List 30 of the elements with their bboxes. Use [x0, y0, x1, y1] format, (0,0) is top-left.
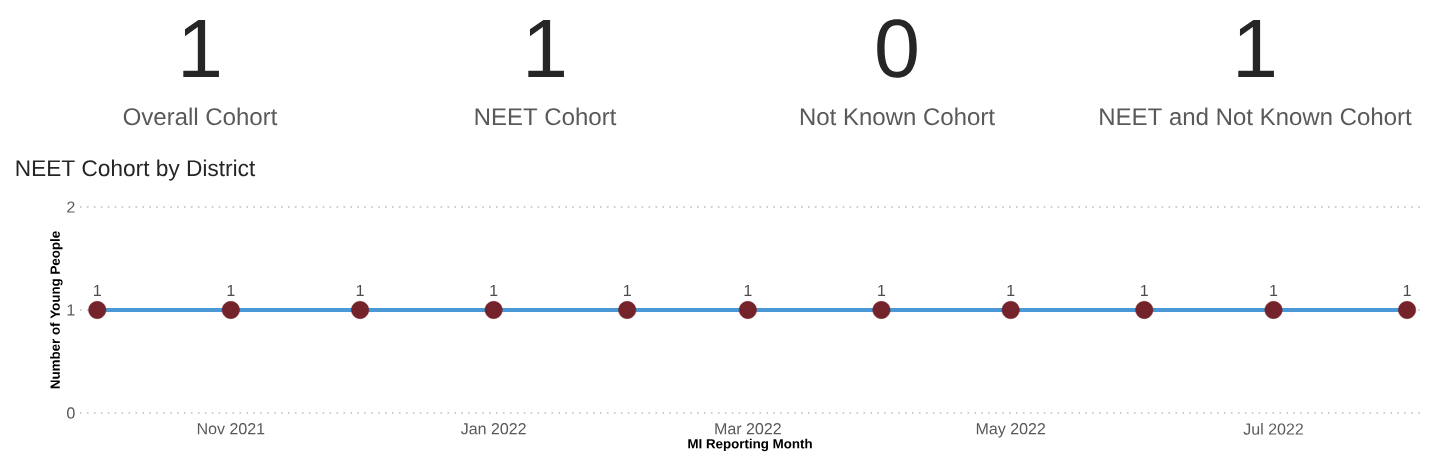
data-label: 1: [183, 20, 219, 77]
chart-title: NEET Cohort by District: [16, 159, 256, 181]
data-label: 1: [623, 284, 631, 296]
y-tick-label: 0: [67, 407, 75, 419]
data-label: 1: [94, 284, 101, 296]
x-tick-label: May 2022: [976, 423, 1045, 438]
data-label: 1: [356, 284, 364, 296]
category-label: Overall Cohort: [123, 107, 278, 126]
data-label: 1: [490, 284, 498, 296]
x-tick-label: Mar 2022: [715, 423, 781, 435]
data-label: 1: [744, 284, 752, 296]
y-tick-label: 1: [67, 304, 75, 316]
category-label: NEET Cohort: [475, 107, 617, 126]
data-label: 1: [1270, 284, 1278, 296]
data-label: 1: [227, 284, 235, 296]
data-label: 1: [878, 284, 886, 296]
data-label: 1: [1238, 20, 1274, 77]
data-label: 1: [528, 20, 564, 77]
y-tick-label: 2: [67, 201, 75, 213]
category-label: Not Known Cohort: [800, 107, 995, 126]
data-label: 1: [1403, 284, 1411, 296]
x-tick-label: Jan 2022: [460, 423, 526, 435]
y-axis-title: Number of Young People: [50, 231, 63, 389]
x-axis-title: MI Reporting Month: [688, 438, 812, 452]
data-label: 1: [1141, 284, 1148, 296]
x-tick-label: Jul 2022: [1243, 423, 1303, 435]
category-label: NEET and Not Known Cohort: [1100, 107, 1412, 126]
data-label: 0: [877, 19, 917, 78]
x-tick-label: Nov 2021: [197, 423, 265, 435]
data-label: 1: [1007, 284, 1015, 296]
